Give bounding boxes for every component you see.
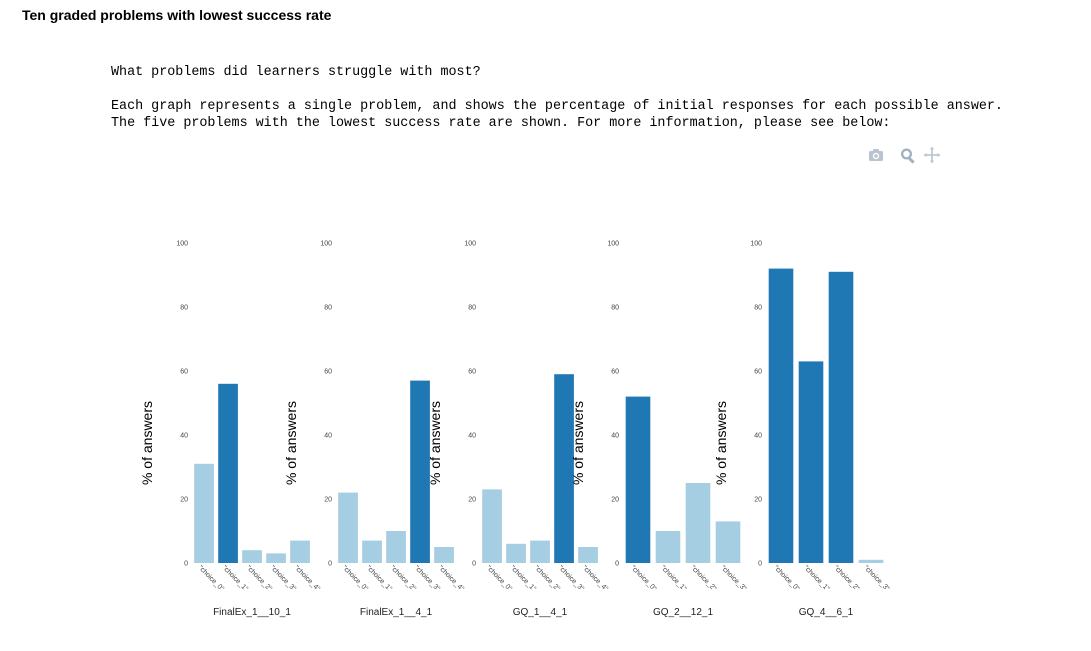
y-tick-label: 80 [324, 305, 332, 312]
y-tick-label: 0 [184, 561, 188, 568]
y-tick-label: 40 [180, 433, 188, 440]
y-tick-label: 80 [611, 305, 619, 312]
question-text: What problems did learners struggle with… [111, 65, 481, 80]
y-axis-label: % of answers [139, 401, 155, 485]
y-tick-label: 100 [464, 241, 476, 248]
y-tick-label: 100 [750, 241, 762, 248]
y-tick-label: 0 [615, 561, 619, 568]
camera-icon[interactable] [866, 144, 886, 166]
bar [434, 547, 454, 563]
bar [506, 543, 526, 563]
bar [530, 540, 550, 563]
y-tick-label: 40 [611, 433, 619, 440]
y-tick-label: 60 [754, 369, 762, 376]
x-axis-label: GQ_1__4_1 [513, 607, 568, 618]
y-tick-label: 0 [472, 561, 476, 568]
y-axis-label: % of answers [713, 401, 729, 485]
bar [386, 531, 406, 563]
y-tick-label: 40 [324, 433, 332, 440]
bar [798, 361, 824, 563]
x-tick-label: "choice_0" [772, 564, 801, 593]
y-axis-label: % of answers [283, 401, 299, 485]
x-tick-label: "choice_1" [802, 564, 831, 593]
x-tick-label: "choice_2" [689, 564, 718, 593]
bar [858, 559, 884, 563]
bar [290, 540, 310, 563]
y-tick-label: 100 [607, 241, 619, 248]
x-tick-label: "choice_4" [293, 564, 322, 593]
y-tick-label: 20 [468, 497, 476, 504]
description-line-2: The five problems with the lowest succes… [111, 116, 891, 131]
y-tick-label: 80 [180, 305, 188, 312]
bar [554, 374, 574, 563]
y-tick-label: 20 [324, 497, 332, 504]
bar [194, 463, 214, 563]
y-tick-label: 80 [754, 305, 762, 312]
y-tick-label: 60 [611, 369, 619, 376]
x-tick-label: "choice_3" [719, 564, 748, 593]
bar [715, 521, 741, 563]
bar [242, 550, 262, 563]
bar [482, 489, 502, 563]
y-tick-label: 20 [611, 497, 619, 504]
x-axis-label: FinalEx_1__10_1 [213, 607, 291, 618]
y-tick-label: 60 [180, 369, 188, 376]
y-tick-label: 40 [754, 433, 762, 440]
y-tick-label: 100 [320, 241, 332, 248]
x-tick-label: "choice_0" [629, 564, 658, 593]
x-axis-label: GQ_4__6_1 [799, 607, 854, 618]
pan-icon[interactable] [922, 144, 942, 166]
y-axis-label: % of answers [570, 401, 586, 485]
bar [338, 492, 358, 563]
y-tick-label: 40 [468, 433, 476, 440]
bar [685, 483, 711, 563]
bar [410, 380, 430, 563]
bar [218, 383, 238, 563]
bar [768, 268, 794, 563]
y-tick-label: 20 [180, 497, 188, 504]
chart-modebar [866, 144, 946, 166]
x-tick-label: "choice_3" [862, 564, 891, 593]
y-tick-label: 0 [758, 561, 762, 568]
bar [828, 271, 854, 563]
page-title: Ten graded problems with lowest success … [22, 7, 332, 23]
bar [266, 553, 286, 563]
y-tick-label: 100 [176, 241, 188, 248]
y-tick-label: 0 [328, 561, 332, 568]
y-tick-label: 60 [468, 369, 476, 376]
x-axis-label: GQ_2__12_1 [653, 607, 713, 618]
y-tick-label: 20 [754, 497, 762, 504]
description-line-1: Each graph represents a single problem, … [111, 99, 1003, 114]
bar [655, 531, 681, 563]
y-tick-label: 80 [468, 305, 476, 312]
zoom-icon[interactable] [898, 144, 918, 166]
y-axis-label: % of answers [427, 401, 443, 485]
y-tick-label: 60 [324, 369, 332, 376]
x-tick-label: "choice_1" [659, 564, 688, 593]
bar [578, 547, 598, 563]
bar [625, 396, 651, 563]
bar [362, 540, 382, 563]
x-tick-label: "choice_4" [581, 564, 610, 593]
x-tick-label: "choice_2" [832, 564, 861, 593]
x-tick-label: "choice_4" [437, 564, 466, 593]
x-axis-label: FinalEx_1__4_1 [360, 607, 433, 618]
